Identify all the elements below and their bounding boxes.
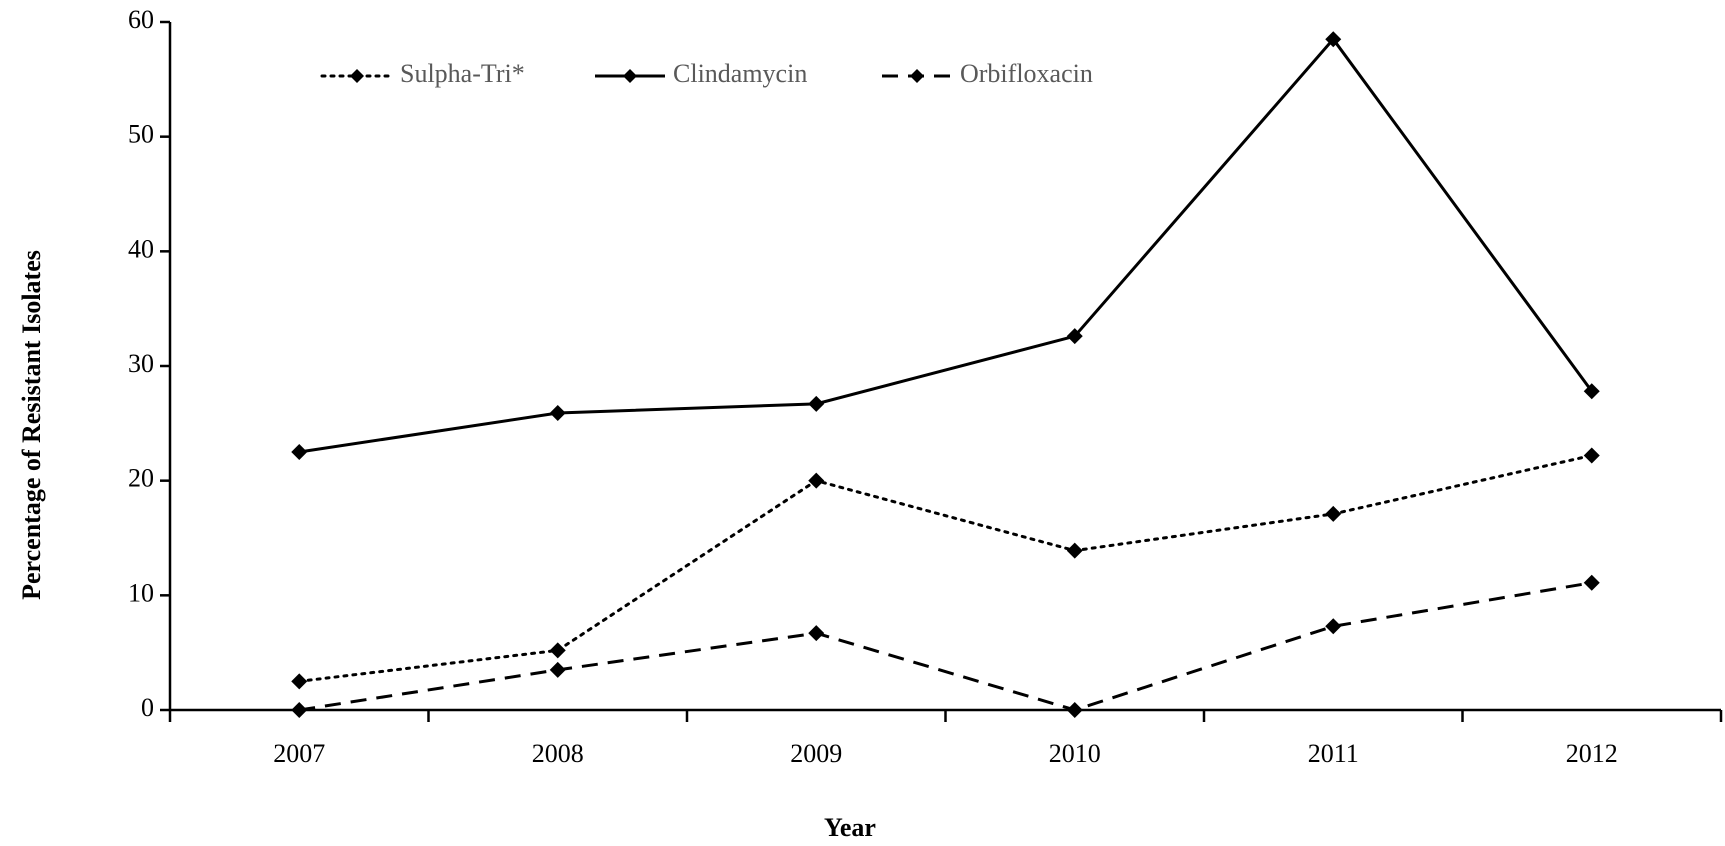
point-marker	[1066, 328, 1083, 345]
x-tick-label: 2011	[1308, 739, 1359, 768]
point-marker	[549, 405, 566, 422]
y-tick-label: 50	[128, 120, 154, 149]
point-marker	[549, 642, 566, 659]
series-line	[299, 36, 1593, 454]
legend-marker	[350, 69, 364, 83]
y-tick-label: 0	[141, 693, 154, 722]
x-tick-label: 2007	[273, 739, 325, 768]
point-marker	[291, 673, 308, 690]
point-marker	[1583, 383, 1600, 400]
legend-marker	[623, 69, 637, 83]
y-axis-label: Percentage of Resistant Isolates	[17, 250, 46, 600]
point-marker	[1325, 31, 1342, 48]
point-marker	[1583, 574, 1600, 591]
point-marker	[1066, 702, 1083, 718]
y-tick-label: 10	[128, 578, 154, 607]
x-tick-label: 2009	[790, 739, 842, 768]
y-tick-label: 40	[128, 234, 154, 263]
x-tick-label: 2008	[532, 739, 584, 768]
point-marker	[1325, 505, 1342, 522]
legend-label: Sulpha-Tri*	[400, 59, 525, 88]
x-tick-label: 2012	[1566, 739, 1618, 768]
series-line	[299, 581, 1592, 712]
point-marker	[808, 472, 825, 489]
point-marker	[291, 444, 308, 460]
legend-label: Orbifloxacin	[960, 59, 1093, 88]
y-tick-label: 60	[128, 5, 154, 34]
series-line	[297, 453, 1594, 683]
legend-marker	[910, 69, 924, 83]
y-tick-label: 20	[128, 464, 154, 493]
point-marker	[1583, 447, 1600, 464]
legend-label: Clindamycin	[673, 59, 807, 88]
point-marker	[1325, 618, 1342, 635]
x-tick-label: 2010	[1049, 739, 1101, 768]
point-marker	[808, 395, 825, 412]
x-axis-label: Year	[824, 813, 876, 842]
point-marker	[291, 702, 308, 718]
point-marker	[549, 661, 566, 678]
point-marker	[1066, 542, 1083, 559]
y-tick-label: 30	[128, 349, 154, 378]
point-marker	[808, 625, 825, 642]
